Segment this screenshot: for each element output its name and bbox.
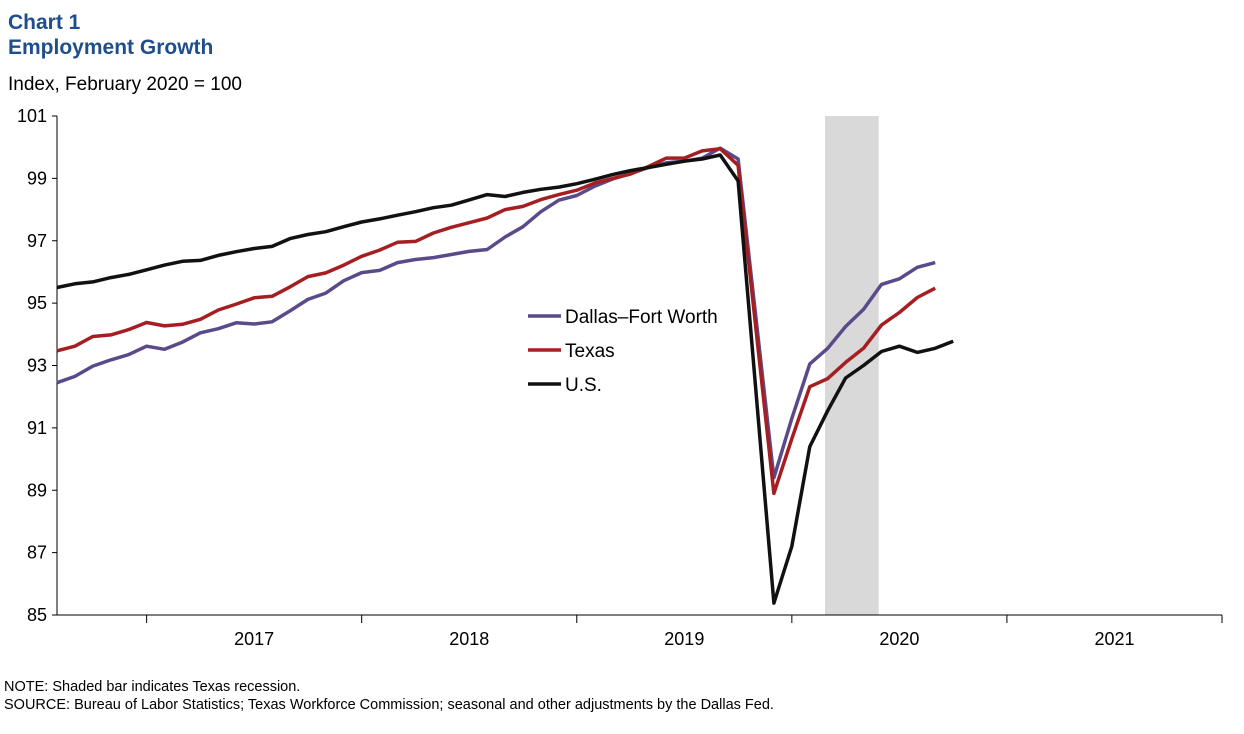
chart-number: Chart 1 bbox=[8, 11, 81, 34]
recession-shading bbox=[825, 116, 879, 615]
employment-chart: 85 87 89 91 93 95 97 99 101 2017 2018 2019 2020 2021 D… bbox=[17, 106, 1223, 649]
legend-label: Texas bbox=[565, 341, 615, 362]
legend-label: U.S. bbox=[565, 375, 602, 396]
note-text: NOTE: Shaded bar indicates Texas recessi… bbox=[4, 679, 301, 695]
y-tick-label: 101 bbox=[17, 106, 47, 126]
x-year-label: 2018 bbox=[449, 629, 489, 649]
legend-label: Dallas–Fort Worth bbox=[565, 307, 718, 328]
y-tick-label: 93 bbox=[27, 356, 47, 376]
y-tick-label: 99 bbox=[27, 168, 47, 188]
x-year-label: 2020 bbox=[879, 629, 919, 649]
series-line-texas bbox=[56, 146, 937, 496]
y-tick-label: 85 bbox=[27, 605, 47, 625]
y-tick-label: 95 bbox=[27, 293, 47, 313]
chart-title: Employment Growth bbox=[8, 36, 214, 59]
series-line-dfw bbox=[56, 146, 936, 480]
y-tick-label: 97 bbox=[27, 231, 47, 251]
series-line-us bbox=[56, 153, 954, 605]
legend-item-texas: Texas bbox=[528, 341, 615, 362]
y-tick-label: 87 bbox=[27, 543, 47, 563]
source-text: SOURCE: Bureau of Labor Statistics; Texa… bbox=[4, 697, 774, 713]
y-tick-label: 91 bbox=[27, 418, 47, 438]
y-tick-label: 89 bbox=[27, 480, 47, 500]
chart-subtitle: Index, February 2020 = 100 bbox=[8, 74, 242, 95]
x-year-label: 2019 bbox=[664, 629, 704, 649]
x-year-label: 2017 bbox=[234, 629, 274, 649]
legend-item-us: U.S. bbox=[528, 375, 602, 396]
x-year-label: 2021 bbox=[1094, 629, 1134, 649]
legend-item-dfw: Dallas–Fort Worth bbox=[528, 307, 718, 328]
notes-block: NOTE: Shaded bar indicates Texas recessi… bbox=[4, 678, 774, 714]
title-block: Chart 1 Employment Growth bbox=[8, 10, 213, 60]
